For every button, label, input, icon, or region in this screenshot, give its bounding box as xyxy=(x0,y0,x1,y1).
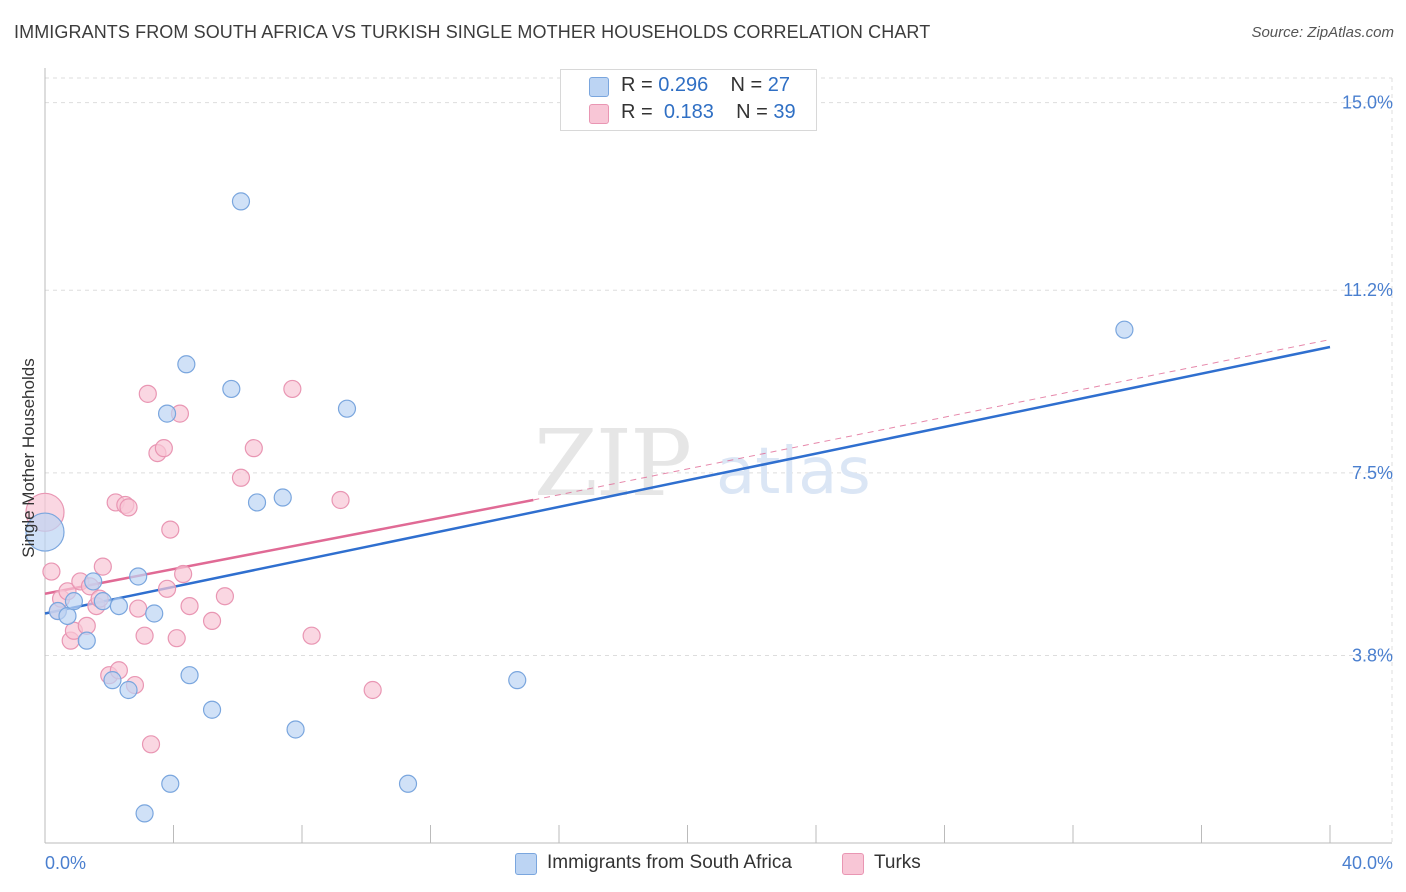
south-africa-point xyxy=(64,592,84,611)
watermark-zip: ZIP xyxy=(534,410,690,517)
south-africa-point xyxy=(247,493,267,512)
south-africa-point xyxy=(93,592,112,611)
turks-point xyxy=(180,596,199,616)
turks-point xyxy=(283,379,302,399)
turks-point xyxy=(93,557,112,576)
turks-point xyxy=(231,468,251,487)
turks-trend-extension xyxy=(533,339,1331,501)
y-tick-label: 11.2% xyxy=(1343,280,1393,300)
legend-r-label: R = xyxy=(621,101,653,123)
south-africa-point xyxy=(177,355,196,374)
south-africa-point xyxy=(77,631,96,650)
turks-point xyxy=(202,611,222,631)
south-africa-point xyxy=(202,700,222,719)
legend-r-value: 0.183 xyxy=(663,101,714,123)
legend-n-label: N = xyxy=(730,74,763,96)
legend-swatch-blue xyxy=(515,853,537,875)
legend-text-south-africa: R = 0.296 N = 27 xyxy=(621,74,790,97)
south-africa-point xyxy=(222,379,241,399)
south-africa-points xyxy=(25,192,1134,823)
y-tick-label: 3.8% xyxy=(1352,645,1393,665)
legend-n-value: 27 xyxy=(767,74,791,96)
south-africa-point xyxy=(157,404,177,423)
south-africa-point xyxy=(1115,320,1134,339)
legend-n-label: N = xyxy=(736,101,768,123)
turks-point xyxy=(157,579,177,598)
south-africa-point xyxy=(398,774,418,793)
turks-point xyxy=(141,735,161,754)
south-africa-point xyxy=(25,512,65,552)
legend-label-turks: Turks xyxy=(874,852,921,873)
legend-n-value: 39 xyxy=(773,101,796,123)
south-africa-point xyxy=(84,572,103,591)
y-tick-label: 7.5% xyxy=(1352,463,1393,483)
south-africa-trend-line xyxy=(44,345,1331,615)
turks-points xyxy=(25,379,382,754)
legend-r-value: 0.296 xyxy=(658,74,709,96)
south-africa-point xyxy=(337,399,357,418)
south-africa-point xyxy=(119,680,138,700)
south-africa-point xyxy=(273,488,292,507)
legend-swatch-pink xyxy=(589,104,609,124)
legend-swatch-pink xyxy=(842,853,864,875)
turks-point xyxy=(302,626,321,645)
south-africa-point xyxy=(231,192,251,211)
legend-label-south-africa: Immigrants from South Africa xyxy=(547,852,792,873)
legend-r-label: R = xyxy=(621,74,653,96)
turks-point xyxy=(129,599,148,618)
y-tick-label: 15.0% xyxy=(1342,93,1393,113)
turks-point xyxy=(42,562,61,581)
x-tick-label: 40.0% xyxy=(1342,853,1393,873)
south-africa-point xyxy=(145,604,164,623)
tick-labels: 3.8% 7.5% 11.2% 15.0% 0.0% 40.0% xyxy=(45,93,1393,873)
turks-point xyxy=(331,490,350,510)
south-africa-point xyxy=(109,596,128,616)
south-africa-point xyxy=(103,671,122,690)
series-legend: Immigrants from South Africa Turks xyxy=(0,851,1406,877)
south-africa-point xyxy=(286,720,305,739)
source-label: Source: ZipAtlas.com xyxy=(1251,24,1394,41)
x-tick-label: 0.0% xyxy=(45,853,86,873)
turks-point xyxy=(138,384,157,403)
south-africa-point xyxy=(180,666,199,685)
turks-point xyxy=(119,498,138,517)
legend-swatch-blue xyxy=(589,77,609,97)
turks-point xyxy=(161,520,180,539)
south-africa-point xyxy=(135,804,154,823)
stats-legend: R = 0.296 N = 27 R = 0.183 N = 39 xyxy=(560,69,817,131)
legend-text-turks: R = 0.183 N = 39 xyxy=(621,101,796,124)
turks-point xyxy=(244,439,263,458)
axes xyxy=(44,68,1392,844)
south-africa-point xyxy=(129,567,148,586)
turks-point xyxy=(135,626,154,645)
turks-point xyxy=(215,587,234,606)
trend-lines xyxy=(44,339,1331,615)
turks-point xyxy=(167,629,186,648)
south-africa-point xyxy=(161,774,180,793)
turks-point xyxy=(363,680,382,700)
y-axis-label: Single Mother Households xyxy=(19,358,38,557)
turks-point xyxy=(154,439,173,458)
turks-trend-line xyxy=(44,498,534,595)
south-africa-point xyxy=(508,671,527,690)
turks-point xyxy=(174,564,193,584)
chart-title: IMMIGRANTS FROM SOUTH AFRICA VS TURKISH … xyxy=(14,22,931,42)
